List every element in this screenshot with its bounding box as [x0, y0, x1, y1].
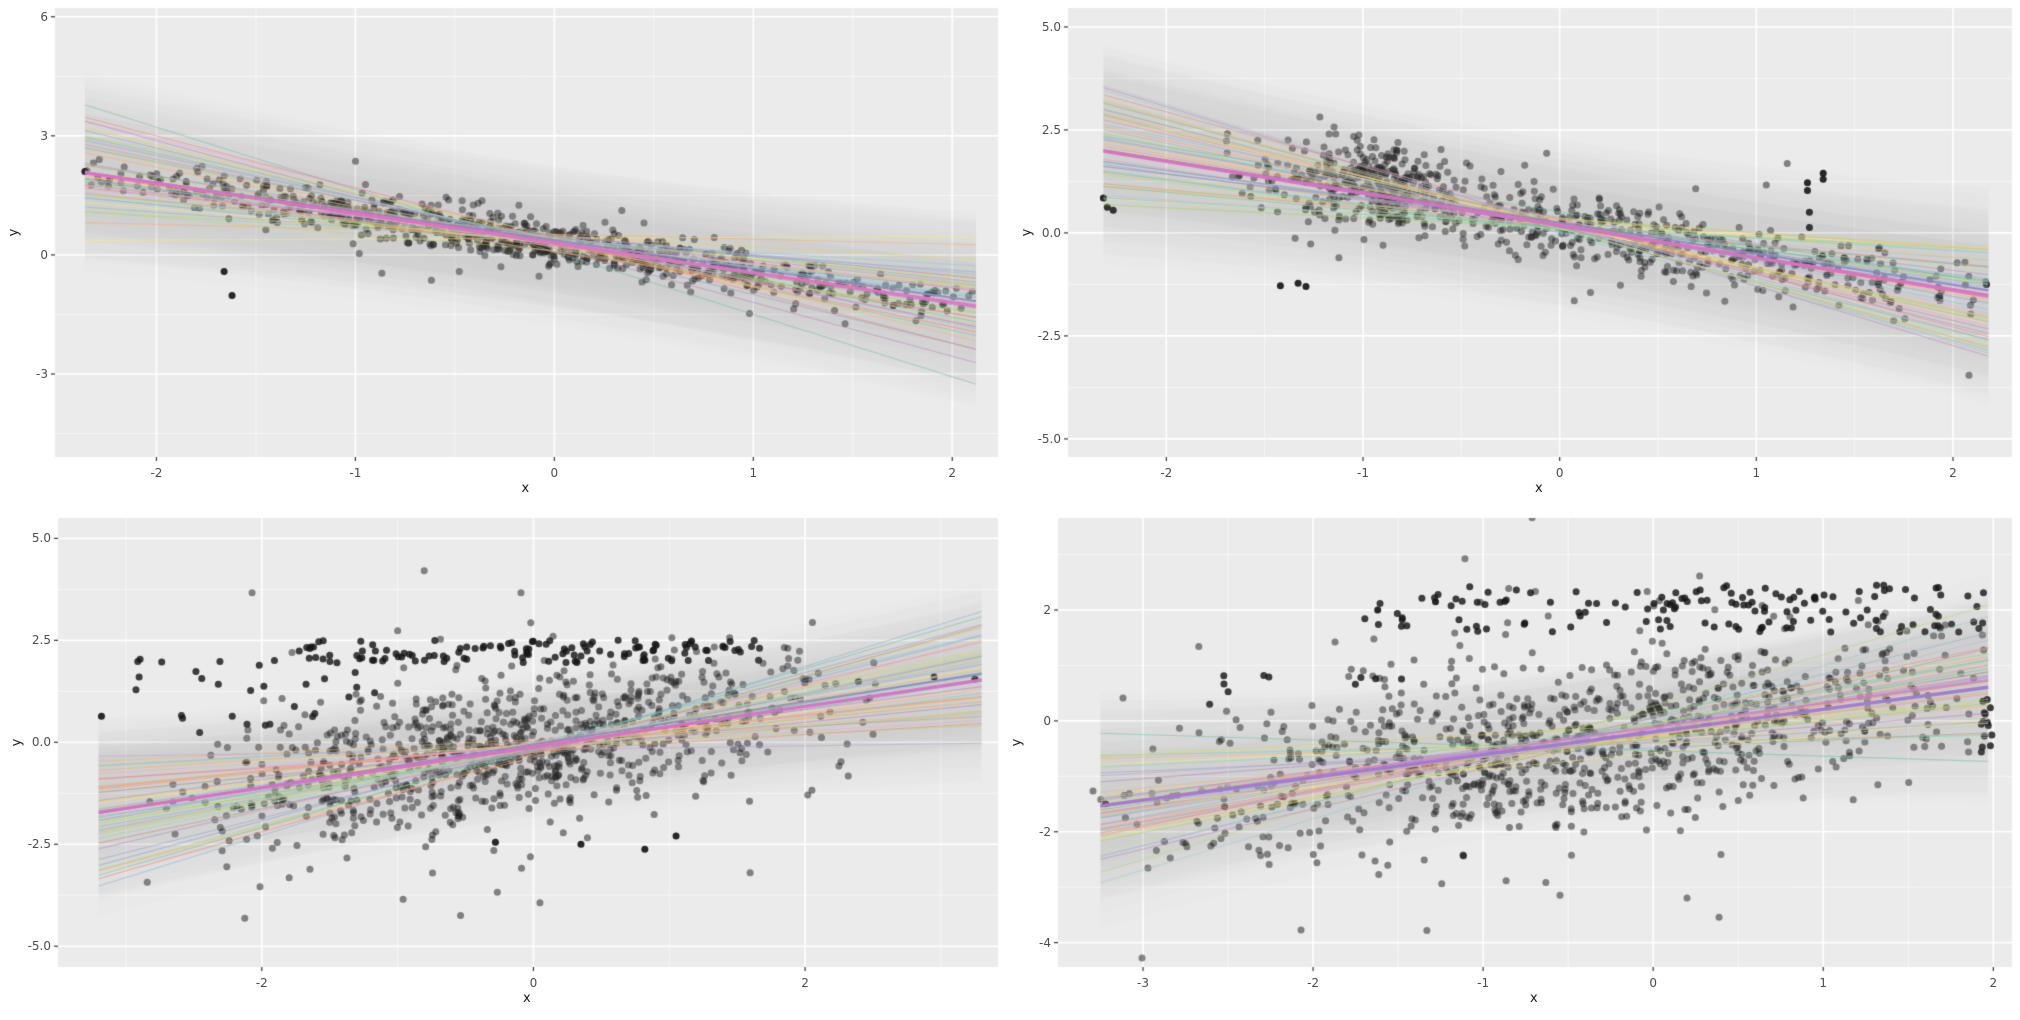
- y-axis-tick-label: -2: [1039, 824, 1051, 839]
- x-axis-title: x: [521, 481, 530, 496]
- y-axis-tick-label: 3: [40, 128, 48, 143]
- y-axis-tick-label: -5.0: [1037, 431, 1061, 446]
- scatter-plot-canvas-top-left: [0, 0, 1010, 510]
- x-axis-tick-label: -2: [150, 466, 163, 480]
- x-axis-title: x: [523, 991, 531, 1006]
- x-axis-tick-label: 0: [550, 466, 559, 480]
- x-axis-tick-label: 0: [1555, 466, 1564, 480]
- y-axis-tick-label: 2.5: [31, 633, 51, 648]
- y-axis-tick-label: -2.5: [1037, 328, 1061, 343]
- x-axis-tick-label: -1: [1357, 466, 1369, 480]
- x-axis-tick-label: -1: [349, 466, 362, 480]
- y-axis-tick-label: 0.0: [1041, 225, 1061, 240]
- panel-bottom-left: x y -2 0 2 5.0 2.5 0.0 -2.5 -5.0: [0, 510, 1010, 1020]
- x-axis-tick-label: -1: [1477, 976, 1490, 990]
- y-axis-title: y: [6, 228, 22, 236]
- y-axis-tick-label: 0: [1043, 713, 1051, 728]
- panel-bottom-right: x y -3 -2 -1 0 1 2 2 0 -2 -4: [1010, 510, 2020, 1020]
- y-axis-tick-label: 5.0: [1041, 19, 1061, 34]
- y-axis-tick-label: -4: [1039, 935, 1051, 950]
- y-axis-tick-label: -2.5: [27, 837, 51, 852]
- panel-top-left: x y -2 -1 0 1 2 6 3 0 -3: [0, 0, 1010, 510]
- x-axis-tick-label: 1: [749, 466, 758, 480]
- y-axis-tick-label: -5.0: [27, 939, 51, 954]
- x-axis-tick-label: -3: [1137, 976, 1149, 990]
- scatter-plot-canvas-bottom-left: [0, 510, 1010, 1020]
- x-axis-tick-label: 2: [1949, 466, 1957, 480]
- scatter-plot-canvas-bottom-right: [1010, 510, 2020, 1020]
- x-axis-title: x: [1530, 991, 1538, 1006]
- x-axis-tick-label: -2: [1160, 466, 1173, 480]
- x-axis-tick-label: 2: [1989, 976, 1998, 990]
- y-axis-title: y: [1010, 738, 1025, 746]
- x-axis-tick-label: 2: [801, 976, 809, 990]
- y-axis-tick-label: 2: [1043, 603, 1051, 618]
- x-axis-title: x: [1535, 481, 1543, 496]
- y-axis-tick-label: 0.0: [31, 735, 51, 750]
- y-axis-tick-label: 5.0: [31, 531, 51, 546]
- scatter-plot-canvas-top-right: [1010, 0, 2020, 510]
- y-axis-tick-label: 6: [40, 9, 48, 24]
- x-axis-tick-label: 1: [1752, 466, 1761, 480]
- panel-top-right: x y -2 -1 0 1 2 5.0 2.5 0.0 -2.5 -5.0: [1010, 0, 2020, 510]
- y-axis-tick-label: 2.5: [1041, 122, 1061, 137]
- y-axis-tick-label: 0: [40, 247, 48, 262]
- x-axis-tick-label: -2: [1307, 976, 1320, 990]
- x-axis-tick-label: 1: [1819, 976, 1828, 990]
- y-axis-tick-label: -3: [36, 367, 48, 382]
- x-axis-tick-label: 0: [529, 976, 538, 990]
- x-axis-tick-label: -2: [255, 976, 268, 990]
- x-axis-tick-label: 2: [948, 466, 957, 480]
- x-axis-tick-label: 0: [1649, 976, 1657, 990]
